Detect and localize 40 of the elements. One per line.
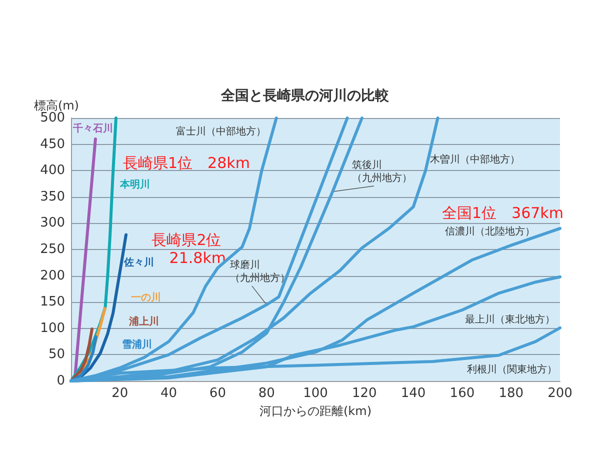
x-tick-label: 160 <box>450 386 475 401</box>
x-tick-label: 100 <box>303 386 328 401</box>
x-axis-title: 河口からの距離(km) <box>259 404 372 418</box>
y-tick-label: 0 <box>56 374 65 388</box>
x-tick-label: 60 <box>209 386 226 401</box>
series-label: 本明川 <box>119 178 150 190</box>
x-tick-label: 120 <box>352 386 377 401</box>
y-tick-label: 150 <box>40 294 65 310</box>
x-tick-label: 180 <box>498 386 524 401</box>
y-tick-label: 50 <box>48 347 65 362</box>
chart-title: 全国と長崎県の河川の比較 <box>220 88 390 104</box>
y-tick-label: 500 <box>40 110 65 126</box>
series-label: 筑後川（九州地方） <box>352 159 412 184</box>
y-tick-label: 300 <box>40 216 65 231</box>
y-axis-title: 標高(m) <box>34 98 79 113</box>
annotation: 長崎県1位 28km <box>123 154 250 172</box>
text: 雪浦川 <box>122 338 152 350</box>
text: 浦上川 <box>128 316 159 328</box>
y-tick-label: 450 <box>40 136 65 152</box>
x-tick-label: 80 <box>258 386 275 401</box>
series-label: 千々石川 <box>72 122 113 134</box>
y-tick-label: 250 <box>40 242 65 257</box>
series-label: 信濃川（北陸地方） <box>445 226 535 238</box>
y-tick-label: 400 <box>40 163 65 178</box>
series-label: 利根川（関東地方） <box>467 364 557 376</box>
y-tick-label: 200 <box>40 268 65 284</box>
x-tick-label: 200 <box>548 386 572 401</box>
annotation: 全国1位 367km <box>442 204 564 222</box>
series-label: 木曽川（中部地方） <box>430 154 520 166</box>
series-label: 球磨川（九州地方） <box>230 259 290 284</box>
series-label: 佐々川 <box>123 256 154 268</box>
y-tick-label: 100 <box>40 320 65 336</box>
y-tick-label: 350 <box>40 189 65 204</box>
series-label: 富士川（中部地方） <box>176 126 266 138</box>
x-tick-label: 140 <box>400 386 426 401</box>
series-label: 最上川（東北地方） <box>465 314 555 326</box>
text: 一の川 <box>131 292 161 304</box>
annotation: 長崎県2位 21.8km <box>152 231 226 267</box>
x-tick-label: 20 <box>112 386 128 401</box>
x-tick-label: 40 <box>160 386 178 401</box>
